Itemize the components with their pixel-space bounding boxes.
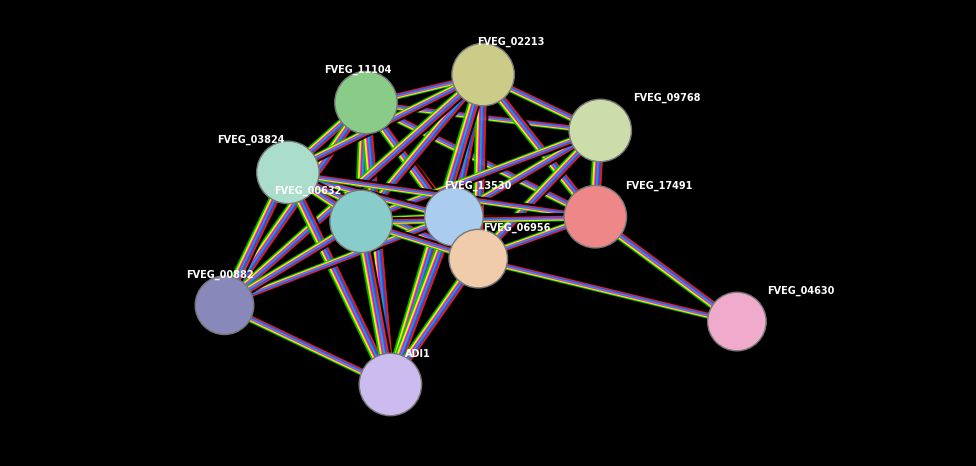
Ellipse shape	[330, 190, 392, 253]
Ellipse shape	[449, 229, 508, 288]
Ellipse shape	[708, 292, 766, 351]
Text: FVEG_02213: FVEG_02213	[476, 36, 545, 47]
Text: FVEG_03824: FVEG_03824	[217, 135, 285, 145]
Text: FVEG_11104: FVEG_11104	[324, 65, 392, 75]
Text: FVEG_09768: FVEG_09768	[632, 93, 701, 103]
Ellipse shape	[359, 353, 422, 416]
Text: FVEG_06956: FVEG_06956	[483, 223, 551, 233]
Ellipse shape	[335, 71, 397, 134]
Ellipse shape	[564, 185, 627, 248]
Text: FVEG_13530: FVEG_13530	[444, 180, 512, 191]
Ellipse shape	[452, 43, 514, 106]
Text: FVEG_00882: FVEG_00882	[185, 269, 254, 280]
Ellipse shape	[569, 99, 631, 162]
Text: FVEG_00632: FVEG_00632	[273, 185, 342, 196]
Text: ADI1: ADI1	[405, 349, 430, 359]
Ellipse shape	[425, 187, 483, 246]
Text: FVEG_04630: FVEG_04630	[766, 286, 834, 296]
Ellipse shape	[195, 276, 254, 335]
Ellipse shape	[257, 141, 319, 204]
Text: FVEG_17491: FVEG_17491	[625, 180, 693, 191]
